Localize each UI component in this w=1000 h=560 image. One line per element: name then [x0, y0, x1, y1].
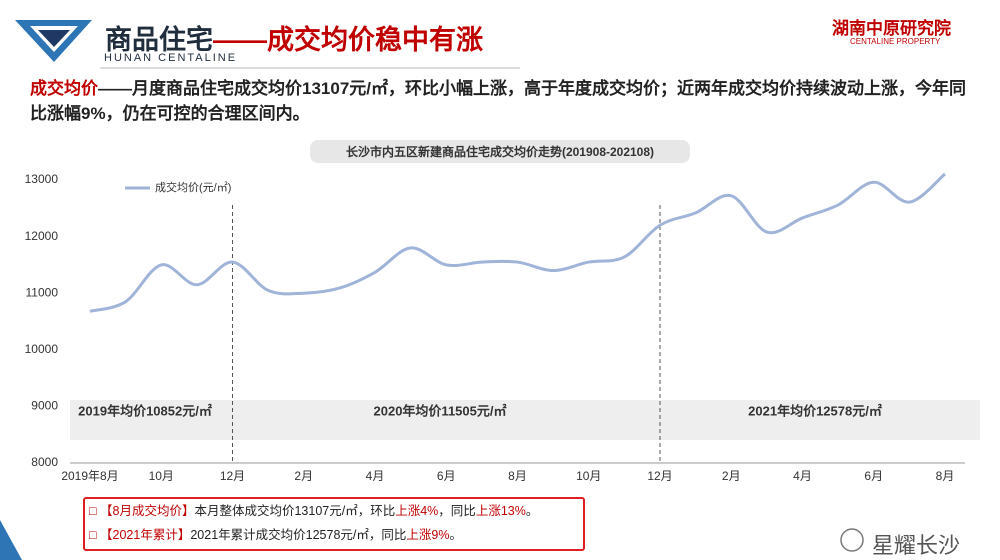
text-segment: ，同比 [438, 504, 476, 518]
legend-label: 成交均价(元/㎡) [155, 180, 231, 194]
x-tick-label: 10月 [576, 469, 601, 483]
text-segment: 成交均价 [30, 79, 98, 98]
x-tick-label: 6月 [437, 469, 456, 483]
summary-line: □ 【8月成交均价】本月整体成交均价13107元/㎡，环比上涨4%，同比上涨13… [85, 499, 583, 523]
text-segment: 上涨4% [395, 504, 439, 518]
y-tick-label: 13000 [25, 172, 59, 186]
intro-text: 成交均价——月度商品住宅成交均价13107元/㎡，环比小幅上涨，高于年度成交均价… [30, 76, 975, 126]
text-segment: ——成交均价稳中有涨 [213, 25, 483, 55]
x-tick-label: 2019年8月 [61, 469, 118, 483]
x-tick-label: 2月 [722, 469, 741, 483]
x-tick-label: 10月 [149, 469, 174, 483]
x-tick-label: 2月 [294, 469, 313, 483]
text-segment: 上涨13% [475, 504, 526, 518]
y-tick-label: 11000 [26, 285, 59, 299]
annotation: 2019年均价10852元/㎡ [78, 403, 212, 418]
text-segment: 本月整体成交均价13107元/㎡，环比 [194, 504, 396, 518]
text-segment: 2021年累计成交均价12578元/㎡，同比 [190, 528, 407, 542]
annotation: 2021年均价12578元/㎡ [748, 403, 882, 418]
y-tick-label: 8000 [31, 455, 58, 469]
watermark: 星耀长沙 [872, 533, 961, 558]
y-tick-label: 10000 [25, 342, 59, 356]
x-tick-label: 12月 [220, 469, 245, 483]
x-tick-label: 4月 [793, 469, 812, 483]
y-tick-label: 12000 [25, 229, 59, 243]
page-subtitle: HUNAN CENTALINE [104, 52, 238, 64]
corner-deco [0, 520, 22, 560]
x-tick-label: 12月 [647, 469, 672, 483]
brand-logo: 湖南中原研究院 [832, 19, 951, 38]
chart-title: 长沙市内五区新建商品住宅成交均价走势(201908-202108) [310, 140, 690, 163]
text-segment: 商品住宅 [105, 25, 213, 55]
x-tick-label: 8月 [936, 469, 955, 483]
text-segment: □ 【2021年累计】 [89, 528, 191, 542]
text-segment: 。 [525, 504, 539, 518]
page-title: 商品住宅——成交均价稳中有涨 [105, 18, 483, 57]
text-segment: ——月度商品住宅成交均价13107元/㎡，环比小幅上涨，高于年度成交均价；近两年… [30, 79, 966, 123]
x-tick-label: 6月 [864, 469, 883, 483]
wechat-icon [840, 528, 864, 552]
y-tick-label: 9000 [31, 399, 58, 413]
x-tick-label: 8月 [508, 469, 527, 483]
annotation: 2020年均价11505元/㎡ [374, 403, 507, 418]
annotation-band [70, 400, 980, 440]
brand-logo-sub: CENTALINE PROPERTY [850, 37, 941, 46]
x-tick-label: 4月 [366, 469, 385, 483]
logo-chevron-core [38, 30, 70, 47]
text-segment: 上涨9% [406, 528, 450, 542]
summary-box: □ 【8月成交均价】本月整体成交均价13107元/㎡，环比上涨4%，同比上涨13… [83, 497, 585, 551]
summary-line: □ 【2021年累计】2021年累计成交均价12578元/㎡，同比上涨9%。 [85, 523, 583, 547]
series-line [89, 172, 946, 313]
text-segment: □ 【8月成交均价】 [89, 504, 195, 518]
text-segment: 。 [449, 528, 462, 542]
